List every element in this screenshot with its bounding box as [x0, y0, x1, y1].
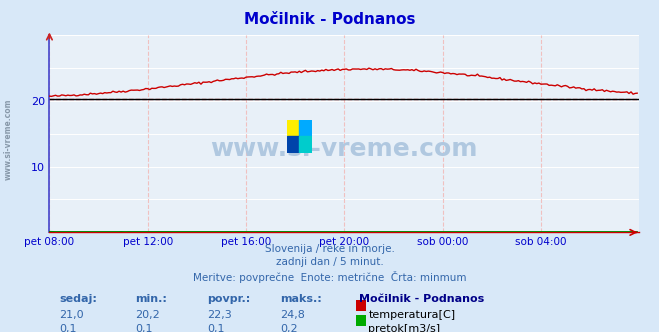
- Bar: [287, 120, 299, 136]
- Text: maks.:: maks.:: [280, 294, 322, 304]
- Text: Slovenija / reke in morje.: Slovenija / reke in morje.: [264, 244, 395, 254]
- Text: sedaj:: sedaj:: [59, 294, 97, 304]
- Text: Močilnik - Podnanos: Močilnik - Podnanos: [244, 12, 415, 27]
- Bar: [299, 120, 312, 136]
- Text: pretok[m3/s]: pretok[m3/s]: [368, 324, 440, 332]
- Text: 0,2: 0,2: [280, 324, 298, 332]
- Text: temperatura[C]: temperatura[C]: [368, 310, 455, 320]
- Text: zadnji dan / 5 minut.: zadnji dan / 5 minut.: [275, 257, 384, 267]
- Text: 24,8: 24,8: [280, 310, 305, 320]
- Bar: [287, 136, 299, 153]
- Text: 0,1: 0,1: [208, 324, 225, 332]
- Text: min.:: min.:: [135, 294, 167, 304]
- Text: Meritve: povprečne  Enote: metrične  Črta: minmum: Meritve: povprečne Enote: metrične Črta:…: [192, 271, 467, 283]
- Bar: [299, 136, 312, 153]
- Text: 0,1: 0,1: [135, 324, 153, 332]
- Text: 0,1: 0,1: [59, 324, 77, 332]
- Text: povpr.:: povpr.:: [208, 294, 251, 304]
- Text: Močilnik - Podnanos: Močilnik - Podnanos: [359, 294, 484, 304]
- Text: 22,3: 22,3: [208, 310, 233, 320]
- Text: 20,2: 20,2: [135, 310, 160, 320]
- Text: www.si-vreme.com: www.si-vreme.com: [211, 137, 478, 161]
- Text: 21,0: 21,0: [59, 310, 84, 320]
- Text: www.si-vreme.com: www.si-vreme.com: [3, 99, 13, 180]
